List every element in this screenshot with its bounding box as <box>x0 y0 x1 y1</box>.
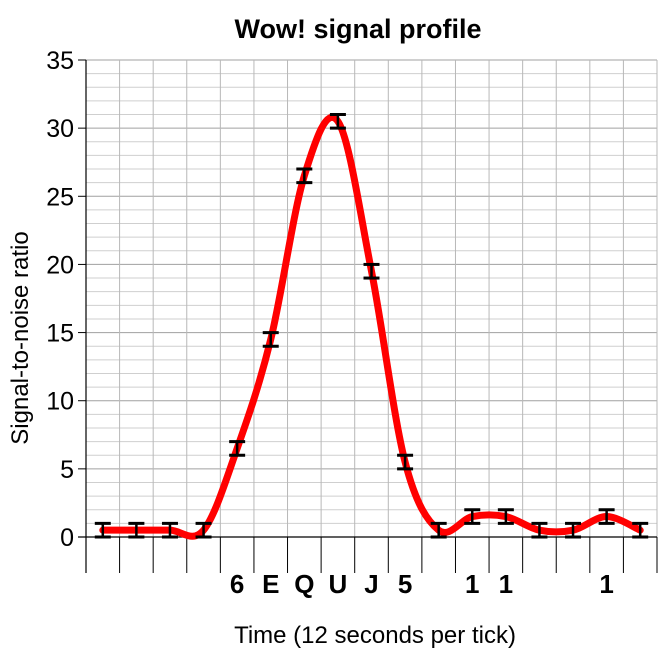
y-tick-label: 15 <box>46 320 74 348</box>
error-bar <box>430 521 447 539</box>
x-tick-label: U <box>329 569 348 599</box>
x-tick-label: 1 <box>599 569 613 599</box>
error-bar <box>195 521 212 539</box>
x-tick-label: 1 <box>499 569 513 599</box>
error-bar <box>531 521 548 539</box>
x-tick-label: J <box>364 569 378 599</box>
grid <box>85 59 658 538</box>
error-bar <box>128 521 145 539</box>
error-bar <box>229 440 246 457</box>
x-tick-label: 1 <box>465 569 479 599</box>
error-bar <box>363 262 380 280</box>
y-tick-label: 30 <box>46 115 74 143</box>
error-bar <box>296 167 313 185</box>
y-tick-label: 35 <box>46 47 74 75</box>
error-bar <box>464 508 481 525</box>
error-bars <box>94 113 649 539</box>
x-axis-label: Time (12 seconds per tick) <box>234 622 516 649</box>
y-axis-label: Signal-to-noise ratio <box>7 231 34 444</box>
chart-title: Wow! signal profile <box>234 14 481 44</box>
series-line <box>99 113 644 540</box>
series-line-group <box>99 113 644 540</box>
y-tick-labels: 0 5 10 15 20 25 30 35 <box>46 47 74 552</box>
error-bar <box>598 508 615 525</box>
error-bar <box>397 453 414 471</box>
x-tick-label: Q <box>294 569 314 599</box>
error-bar <box>565 521 582 539</box>
x-tick-label: 5 <box>398 569 412 599</box>
error-bar <box>94 521 111 539</box>
error-bar <box>497 508 514 525</box>
y-tick-label: 20 <box>46 251 74 279</box>
error-bar <box>632 521 649 539</box>
x-tick-label: 6 <box>230 569 244 599</box>
error-bar <box>262 331 279 348</box>
y-tick-label: 25 <box>46 183 74 211</box>
error-bar <box>329 113 346 130</box>
x-tick-label: E <box>262 569 279 599</box>
y-tick-label: 5 <box>60 456 74 484</box>
y-tick-label: 10 <box>46 388 74 416</box>
y-tick-label: 0 <box>60 524 74 552</box>
error-bar <box>161 521 178 539</box>
axes <box>78 59 658 573</box>
